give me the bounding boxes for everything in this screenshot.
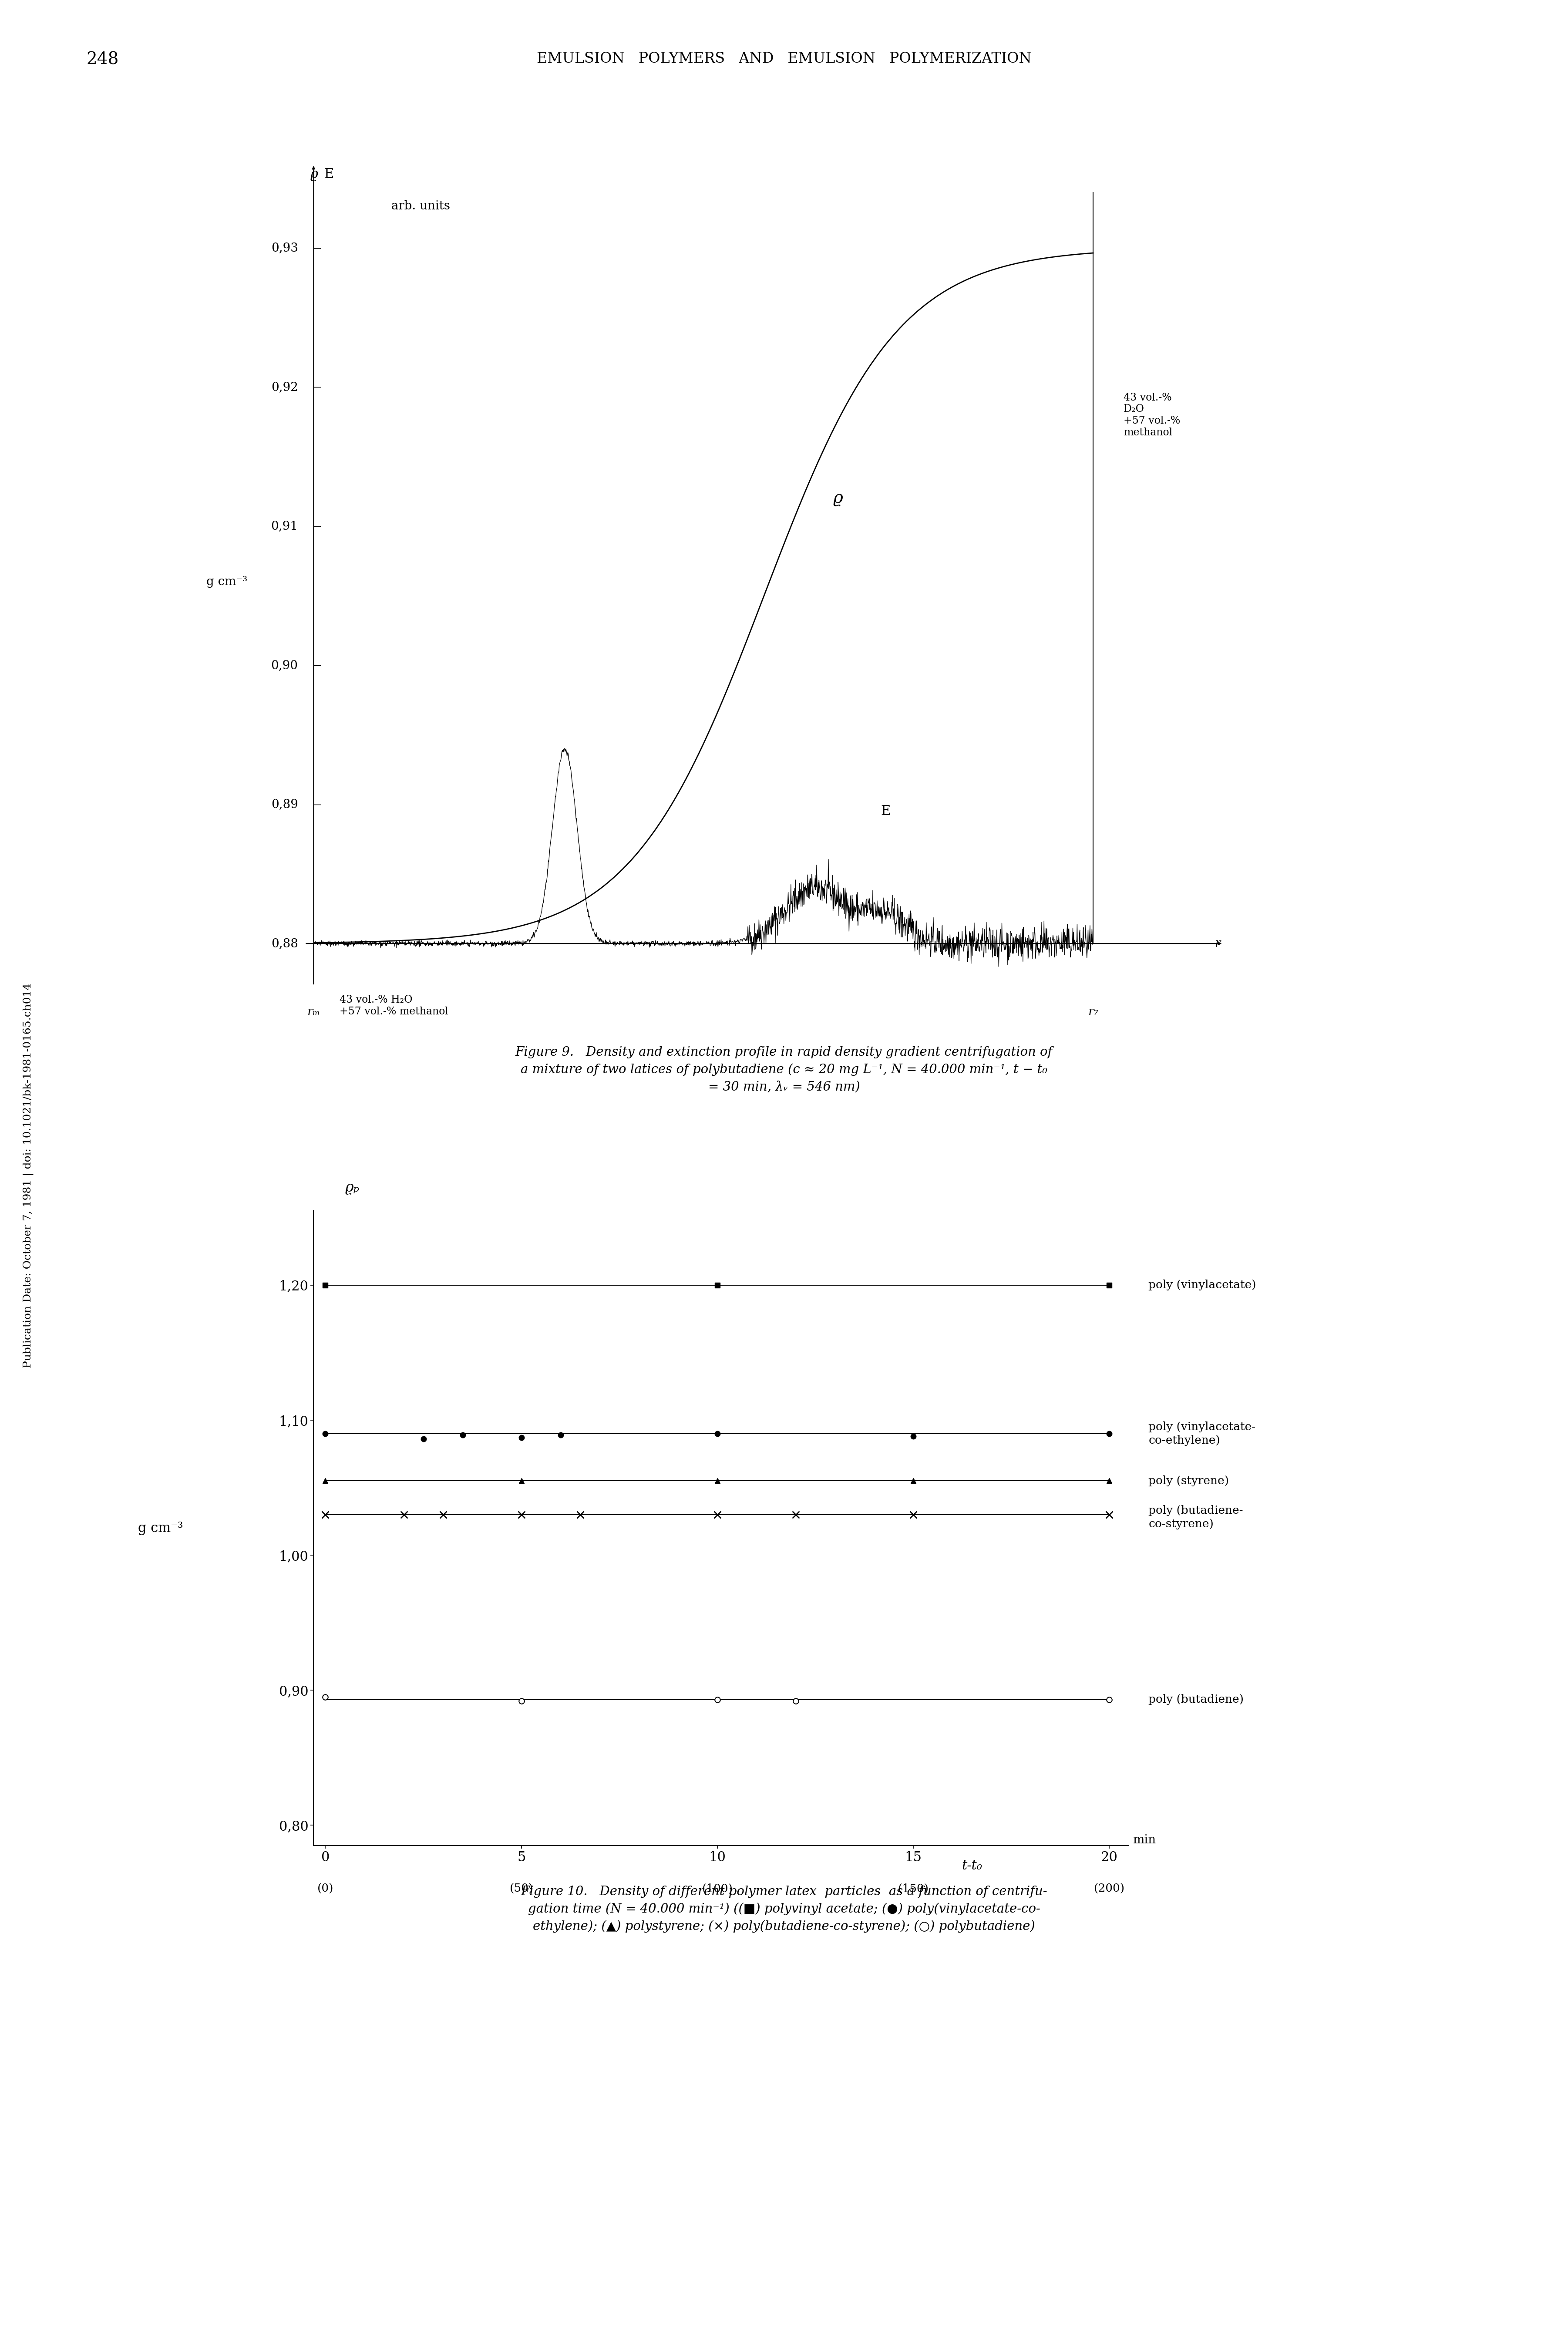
Text: (50): (50) xyxy=(510,1883,533,1895)
Text: 0,89: 0,89 xyxy=(271,799,298,811)
Text: Figure 10.   Density of different polymer latex  particles  as a function of cen: Figure 10. Density of different polymer … xyxy=(521,1886,1047,1933)
Text: 0,90: 0,90 xyxy=(271,661,298,672)
Text: 0,91: 0,91 xyxy=(271,520,298,531)
Text: t-t₀: t-t₀ xyxy=(961,1860,983,1871)
Text: 248: 248 xyxy=(86,52,119,68)
Text: r: r xyxy=(1214,938,1220,950)
Text: (0): (0) xyxy=(317,1883,334,1895)
Text: r₇: r₇ xyxy=(1088,1006,1099,1018)
Text: 43 vol.-%
D₂O
+57 vol.-%
methanol: 43 vol.-% D₂O +57 vol.-% methanol xyxy=(1123,393,1181,437)
Text: EMULSION   POLYMERS   AND   EMULSION   POLYMERIZATION: EMULSION POLYMERS AND EMULSION POLYMERIZ… xyxy=(536,52,1032,66)
Text: (100): (100) xyxy=(702,1883,732,1895)
Text: poly (styrene): poly (styrene) xyxy=(1148,1476,1229,1486)
Text: g cm⁻³: g cm⁻³ xyxy=(138,1521,183,1535)
Text: E: E xyxy=(325,167,334,181)
Text: poly (butadiene-
co-styrene): poly (butadiene- co-styrene) xyxy=(1148,1505,1243,1531)
Text: rₘ: rₘ xyxy=(307,1006,320,1018)
Text: (150): (150) xyxy=(898,1883,928,1895)
Text: arb. units: arb. units xyxy=(392,200,450,212)
Text: 0,92: 0,92 xyxy=(271,381,298,393)
Text: ϱ: ϱ xyxy=(833,491,844,505)
Text: E: E xyxy=(881,804,891,818)
Text: Publication Date: October 7, 1981 | doi: 10.1021/bk-1981-0165.ch014: Publication Date: October 7, 1981 | doi:… xyxy=(24,983,33,1368)
Text: Figure 9.   Density and extinction profile in rapid density gradient centrifugat: Figure 9. Density and extinction profile… xyxy=(516,1046,1052,1093)
Text: poly (vinylacetate): poly (vinylacetate) xyxy=(1148,1279,1256,1291)
Text: 0,88: 0,88 xyxy=(271,938,298,950)
Text: (200): (200) xyxy=(1094,1883,1124,1895)
Text: poly (vinylacetate-
co-ethylene): poly (vinylacetate- co-ethylene) xyxy=(1148,1422,1256,1446)
Text: poly (butadiene): poly (butadiene) xyxy=(1148,1695,1243,1704)
Text: min: min xyxy=(1132,1834,1156,1846)
Text: 0,93: 0,93 xyxy=(271,242,298,254)
Text: ϱₚ: ϱₚ xyxy=(345,1180,359,1194)
Text: g cm⁻³: g cm⁻³ xyxy=(207,576,248,588)
Text: 43 vol.-% H₂O
+57 vol.-% methanol: 43 vol.-% H₂O +57 vol.-% methanol xyxy=(340,994,448,1016)
Text: ϱ: ϱ xyxy=(310,167,318,181)
